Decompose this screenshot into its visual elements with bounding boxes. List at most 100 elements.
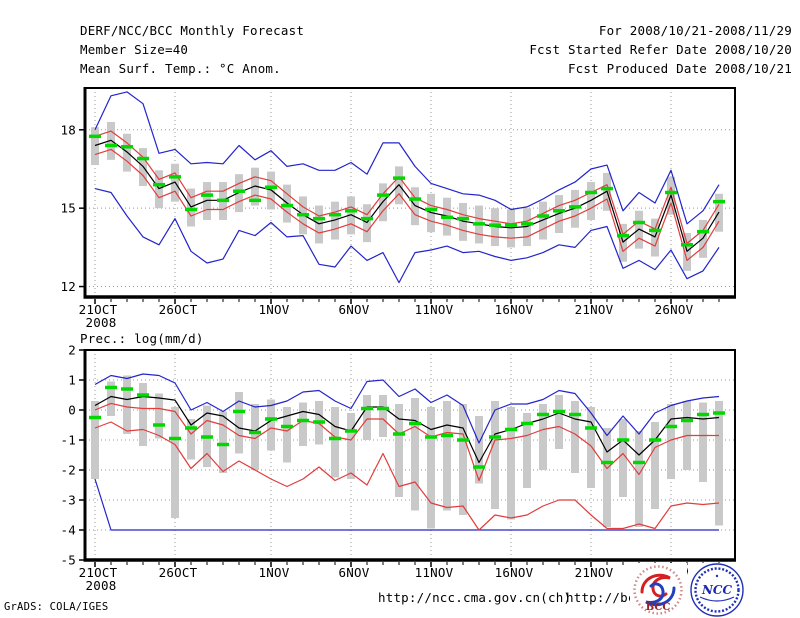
spread-bar <box>459 404 467 515</box>
spread-bar <box>699 402 707 482</box>
temp-panel-ytick-label: 18 <box>61 122 76 137</box>
bcc-logo-label: BCC <box>646 602 671 613</box>
spread-bar <box>91 127 99 166</box>
ncc-logo-laurel <box>699 596 735 602</box>
precip-panel-ytick-label: -4 <box>61 523 76 538</box>
temp-panel-xtick-label: 21NOV <box>575 302 614 317</box>
temp-panel-obs-markers <box>89 134 725 247</box>
temp-panel-grid <box>85 88 735 297</box>
spread-bar <box>539 201 547 240</box>
header-produced-date: Fcst Produced Date 2008/10/21 <box>567 61 792 76</box>
precip-panel-xtick-label: 11NOV <box>415 565 454 580</box>
ncc-logo-icon: NCC <box>688 563 746 618</box>
spread-bar <box>155 170 163 209</box>
precip-panel-spread-bars <box>91 375 723 529</box>
spread-bar <box>523 413 531 488</box>
spread-bar <box>651 422 659 509</box>
spread-bar <box>267 399 275 451</box>
precip-panel-ytick-label: 0 <box>68 403 76 418</box>
spread-bar <box>427 407 435 529</box>
temp-panel-xtick-sublabel: 2008 <box>86 315 117 330</box>
spread-bar <box>619 419 627 497</box>
precip-panel-xtick-label: 6NOV <box>339 565 370 580</box>
ens-mean-line <box>94 139 720 252</box>
ncc-logo-label: NCC <box>701 583 733 597</box>
bcc-logo-ring-text <box>633 565 683 615</box>
temp-panel-xtick-label: 21OCT <box>79 302 118 317</box>
spread-upper-line <box>94 402 719 482</box>
spread-bar <box>107 381 115 416</box>
spread-bar <box>379 395 387 437</box>
precip-panel-ytick-label: -2 <box>61 463 76 478</box>
spread-bar <box>651 218 659 257</box>
precip-panel-xtick-label: 1NOV <box>259 565 290 580</box>
precip-panel-title: Prec.: log(mm/d) <box>80 331 204 346</box>
spread-bar <box>571 401 579 473</box>
spread-bar <box>523 208 531 247</box>
temp-panel-xtick-label: 26OCT <box>159 302 198 317</box>
temp-panel-xtick-label: 26NOV <box>655 302 694 317</box>
spread-bar <box>475 416 483 484</box>
precip-panel-xtick-label: 21OCT <box>79 565 118 580</box>
precip-panel-obs-markers <box>89 385 725 469</box>
bcc-logo-blue-swirl <box>645 582 676 607</box>
temp-panel-xtick-label: 1NOV <box>259 302 290 317</box>
temp-panel-xtick-label: 16NOV <box>495 302 534 317</box>
header-member-size: Member Size=40 <box>80 42 189 57</box>
ens-max-line <box>94 91 720 225</box>
spread-bar <box>219 411 227 473</box>
spread-bar <box>667 404 675 479</box>
spread-bar <box>491 208 499 247</box>
precip-panel-ytick-label: -3 <box>61 493 76 508</box>
ens-max-line <box>94 373 720 444</box>
spread-bar <box>171 407 179 518</box>
temp-panel-xtick-label: 11NOV <box>415 302 454 317</box>
spread-bar <box>555 195 563 233</box>
header-title: DERF/NCC/BCC Monthly Forecast <box>80 23 305 38</box>
ens-min-line <box>94 188 720 284</box>
spread-bar <box>619 223 627 262</box>
spread-bar <box>411 398 419 511</box>
precip-panel-ytick-label: 1 <box>68 373 76 388</box>
spread-bar <box>555 395 563 449</box>
spread-bar <box>139 383 147 446</box>
precip-panel-xtick-label: 21NOV <box>575 565 614 580</box>
temp-panel-ticks <box>79 129 720 304</box>
spread-bar <box>539 404 547 470</box>
spread-bar <box>187 419 195 460</box>
spread-bar <box>91 401 99 479</box>
spread-bar <box>251 404 259 470</box>
spread-bar <box>347 413 355 479</box>
spread-lower-line <box>94 421 720 531</box>
spread-bar <box>331 407 339 478</box>
precip-panel-xtick-label: 16NOV <box>495 565 534 580</box>
spread-upper-line <box>94 130 720 244</box>
spread-bar <box>715 401 723 526</box>
spread-bar <box>587 407 595 488</box>
spread-bar <box>155 393 163 439</box>
header-refer-date: Fcst Started Refer Date 2008/10/20 <box>529 42 792 57</box>
spread-bar <box>331 201 339 240</box>
temp-panel-ytick-label: 12 <box>61 279 76 294</box>
ncc-url: http://ncc.cma.gov.cn(ch) <box>378 590 572 605</box>
spread-bar <box>187 188 195 227</box>
spread-bar <box>299 402 307 446</box>
spread-bar <box>363 204 371 243</box>
spread-lower-line <box>94 148 720 261</box>
bcc-logo-disc <box>632 564 684 616</box>
ncc-logo-outer-circle <box>690 563 744 617</box>
ens-min-line <box>94 478 719 531</box>
spread-bar <box>315 205 323 244</box>
grads-credit: GrADS: COLA/IGES <box>4 601 109 613</box>
spread-bar <box>491 401 499 509</box>
bcc-logo-red-swirl <box>640 573 671 598</box>
precip-panel-ytick-label: 2 <box>68 343 76 358</box>
spread-bar <box>459 202 467 241</box>
spread-bar <box>683 232 691 271</box>
spread-bar <box>603 428 611 527</box>
spread-bar <box>203 182 211 220</box>
temp-panel-spread-bars <box>91 121 723 271</box>
spread-bar <box>363 395 371 440</box>
